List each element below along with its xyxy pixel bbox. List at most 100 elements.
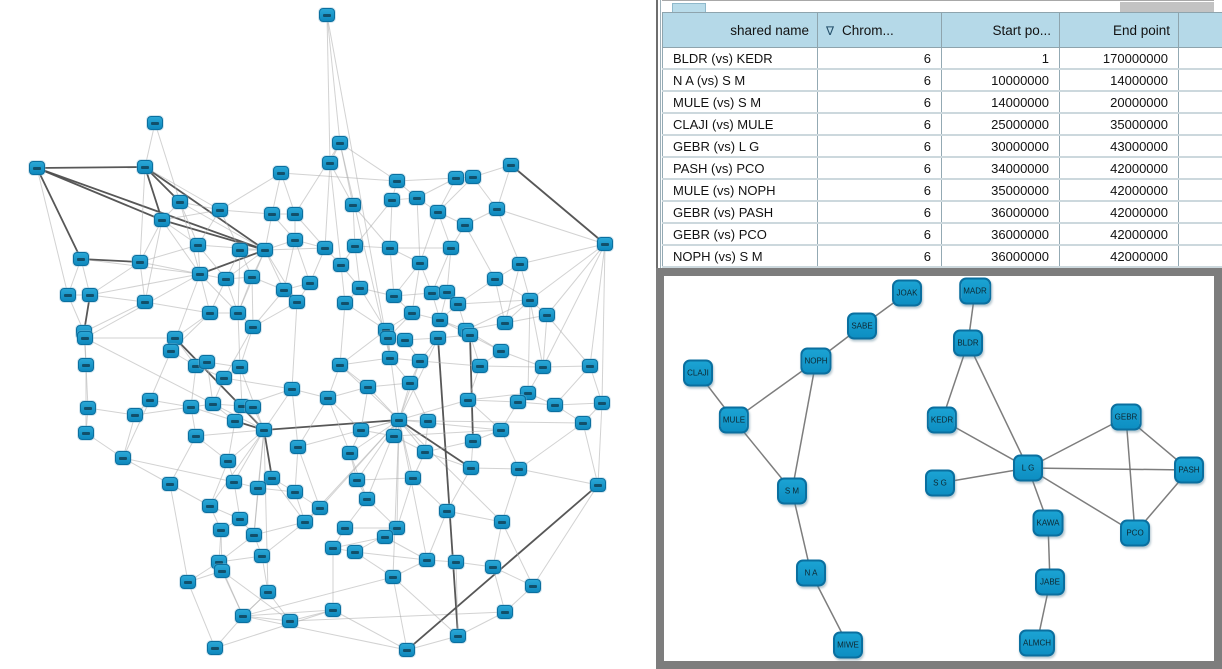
- network-node-65[interactable]: [163, 344, 179, 358]
- network-edge[interactable]: [791, 490, 812, 574]
- network-edge[interactable]: [253, 487, 259, 536]
- table-cell[interactable]: MULE (vs) S M: [662, 91, 818, 114]
- network-edge[interactable]: [199, 249, 266, 275]
- network-edge[interactable]: [398, 419, 472, 469]
- table-cell[interactable]: 14000000: [941, 91, 1060, 114]
- network-node-136[interactable]: [405, 471, 421, 485]
- table-cell[interactable]: 10.5: [1178, 179, 1222, 202]
- network-node-144[interactable]: [325, 541, 341, 555]
- network-node-39[interactable]: [430, 205, 446, 219]
- network-node-114[interactable]: [535, 360, 551, 374]
- network-node-52[interactable]: [386, 289, 402, 303]
- table-row[interactable]: N A (vs) S M610000000140000006.6: [662, 69, 1222, 92]
- network-node-94[interactable]: [297, 515, 313, 529]
- network-node-CLAJI[interactable]: CLAJI: [683, 359, 713, 387]
- network-node-137[interactable]: [590, 478, 606, 492]
- network-edge[interactable]: [144, 301, 211, 314]
- network-edge[interactable]: [419, 211, 439, 264]
- panel-splitter[interactable]: [656, 0, 658, 268]
- network-node-149[interactable]: [385, 570, 401, 584]
- table-cell[interactable]: GEBR (vs) L G: [662, 135, 818, 158]
- network-edge[interactable]: [510, 164, 606, 245]
- table-cell[interactable]: GEBR (vs) PASH: [662, 201, 818, 224]
- network-edge[interactable]: [1027, 467, 1190, 471]
- filter-icon[interactable]: ∇: [826, 23, 835, 38]
- network-node-1[interactable]: [147, 116, 163, 130]
- column-header-4[interactable]: Genetic...: [1178, 12, 1222, 48]
- table-cell[interactable]: 6: [817, 223, 942, 246]
- network-node-JOAK[interactable]: JOAK: [892, 279, 922, 307]
- network-node-122[interactable]: [547, 398, 563, 412]
- network-node-34[interactable]: [465, 170, 481, 184]
- network-edge[interactable]: [967, 342, 1029, 469]
- network-node-MADR[interactable]: MADR: [959, 277, 991, 305]
- network-edge[interactable]: [326, 14, 331, 164]
- network-edge[interactable]: [280, 172, 398, 182]
- network-node-60[interactable]: [539, 308, 555, 322]
- network-node-16[interactable]: [192, 267, 208, 281]
- network-node-BLDR[interactable]: BLDR: [953, 329, 983, 357]
- network-node-5[interactable]: [172, 195, 188, 209]
- table-cell[interactable]: 20000000: [1059, 91, 1179, 114]
- network-edge[interactable]: [339, 302, 346, 366]
- network-node-49[interactable]: [487, 272, 503, 286]
- network-node-25[interactable]: [202, 306, 218, 320]
- network-node-69[interactable]: [232, 360, 248, 374]
- network-node-13[interactable]: [257, 243, 273, 257]
- network-node-116[interactable]: [360, 380, 376, 394]
- network-node-78[interactable]: [245, 400, 261, 414]
- column-header-0[interactable]: shared name: [662, 12, 818, 48]
- network-edge[interactable]: [791, 360, 817, 492]
- table-row[interactable]: GEBR (vs) PCO636000000420000008.4: [662, 223, 1222, 246]
- network-edge[interactable]: [161, 219, 266, 251]
- network-edge[interactable]: [518, 422, 584, 470]
- network-node-35[interactable]: [503, 158, 519, 172]
- table-row[interactable]: PASH (vs) PCO6340000004200000011.4: [662, 157, 1222, 180]
- network-node-125[interactable]: [420, 414, 436, 428]
- network-node-N A[interactable]: N A: [796, 559, 826, 587]
- network-edge[interactable]: [187, 581, 216, 649]
- table-cell[interactable]: 8.9: [1178, 201, 1222, 224]
- network-edge[interactable]: [467, 392, 529, 401]
- network-edge[interactable]: [161, 219, 201, 275]
- network-edge[interactable]: [392, 576, 408, 651]
- network-node-NOPH[interactable]: NOPH: [800, 347, 832, 375]
- network-node-88[interactable]: [226, 475, 242, 489]
- network-edge[interactable]: [242, 576, 394, 617]
- network-edge[interactable]: [291, 301, 298, 390]
- network-edge[interactable]: [326, 14, 391, 359]
- network-edge[interactable]: [356, 477, 414, 481]
- table-cell[interactable]: 36000000: [941, 223, 1060, 246]
- network-edge[interactable]: [532, 484, 599, 587]
- network-edge[interactable]: [237, 249, 241, 314]
- network-edge[interactable]: [237, 312, 241, 368]
- network-edge[interactable]: [546, 314, 591, 367]
- network-edge[interactable]: [398, 337, 439, 421]
- network-node-133[interactable]: [463, 461, 479, 475]
- network-edge[interactable]: [419, 360, 481, 367]
- network-edge[interactable]: [446, 510, 503, 523]
- network-node-123[interactable]: [594, 396, 610, 410]
- network-edge[interactable]: [496, 208, 521, 265]
- network-edge[interactable]: [354, 199, 393, 247]
- network-edge[interactable]: [297, 397, 329, 448]
- network-node-111[interactable]: [382, 351, 398, 365]
- network-edge[interactable]: [197, 244, 266, 251]
- network-node-79[interactable]: [227, 414, 243, 428]
- network-node-70[interactable]: [216, 371, 232, 385]
- network-node-104[interactable]: [207, 641, 223, 655]
- network-edge[interactable]: [1027, 416, 1127, 469]
- network-edge[interactable]: [161, 209, 221, 221]
- table-cell[interactable]: BLDR (vs) KEDR: [662, 47, 818, 70]
- network-edge[interactable]: [501, 468, 520, 523]
- network-node-GEBR[interactable]: GEBR: [1110, 403, 1142, 431]
- table-cell[interactable]: 170000000: [1059, 47, 1179, 70]
- network-node-43[interactable]: [347, 239, 363, 253]
- network-node-ALMCH[interactable]: ALMCH: [1018, 629, 1056, 657]
- network-node-53[interactable]: [424, 286, 440, 300]
- network-edge[interactable]: [455, 561, 459, 637]
- network-node-32[interactable]: [389, 174, 405, 188]
- network-edge[interactable]: [496, 208, 606, 245]
- table-cell[interactable]: 35000000: [941, 179, 1060, 202]
- network-edge[interactable]: [36, 167, 266, 251]
